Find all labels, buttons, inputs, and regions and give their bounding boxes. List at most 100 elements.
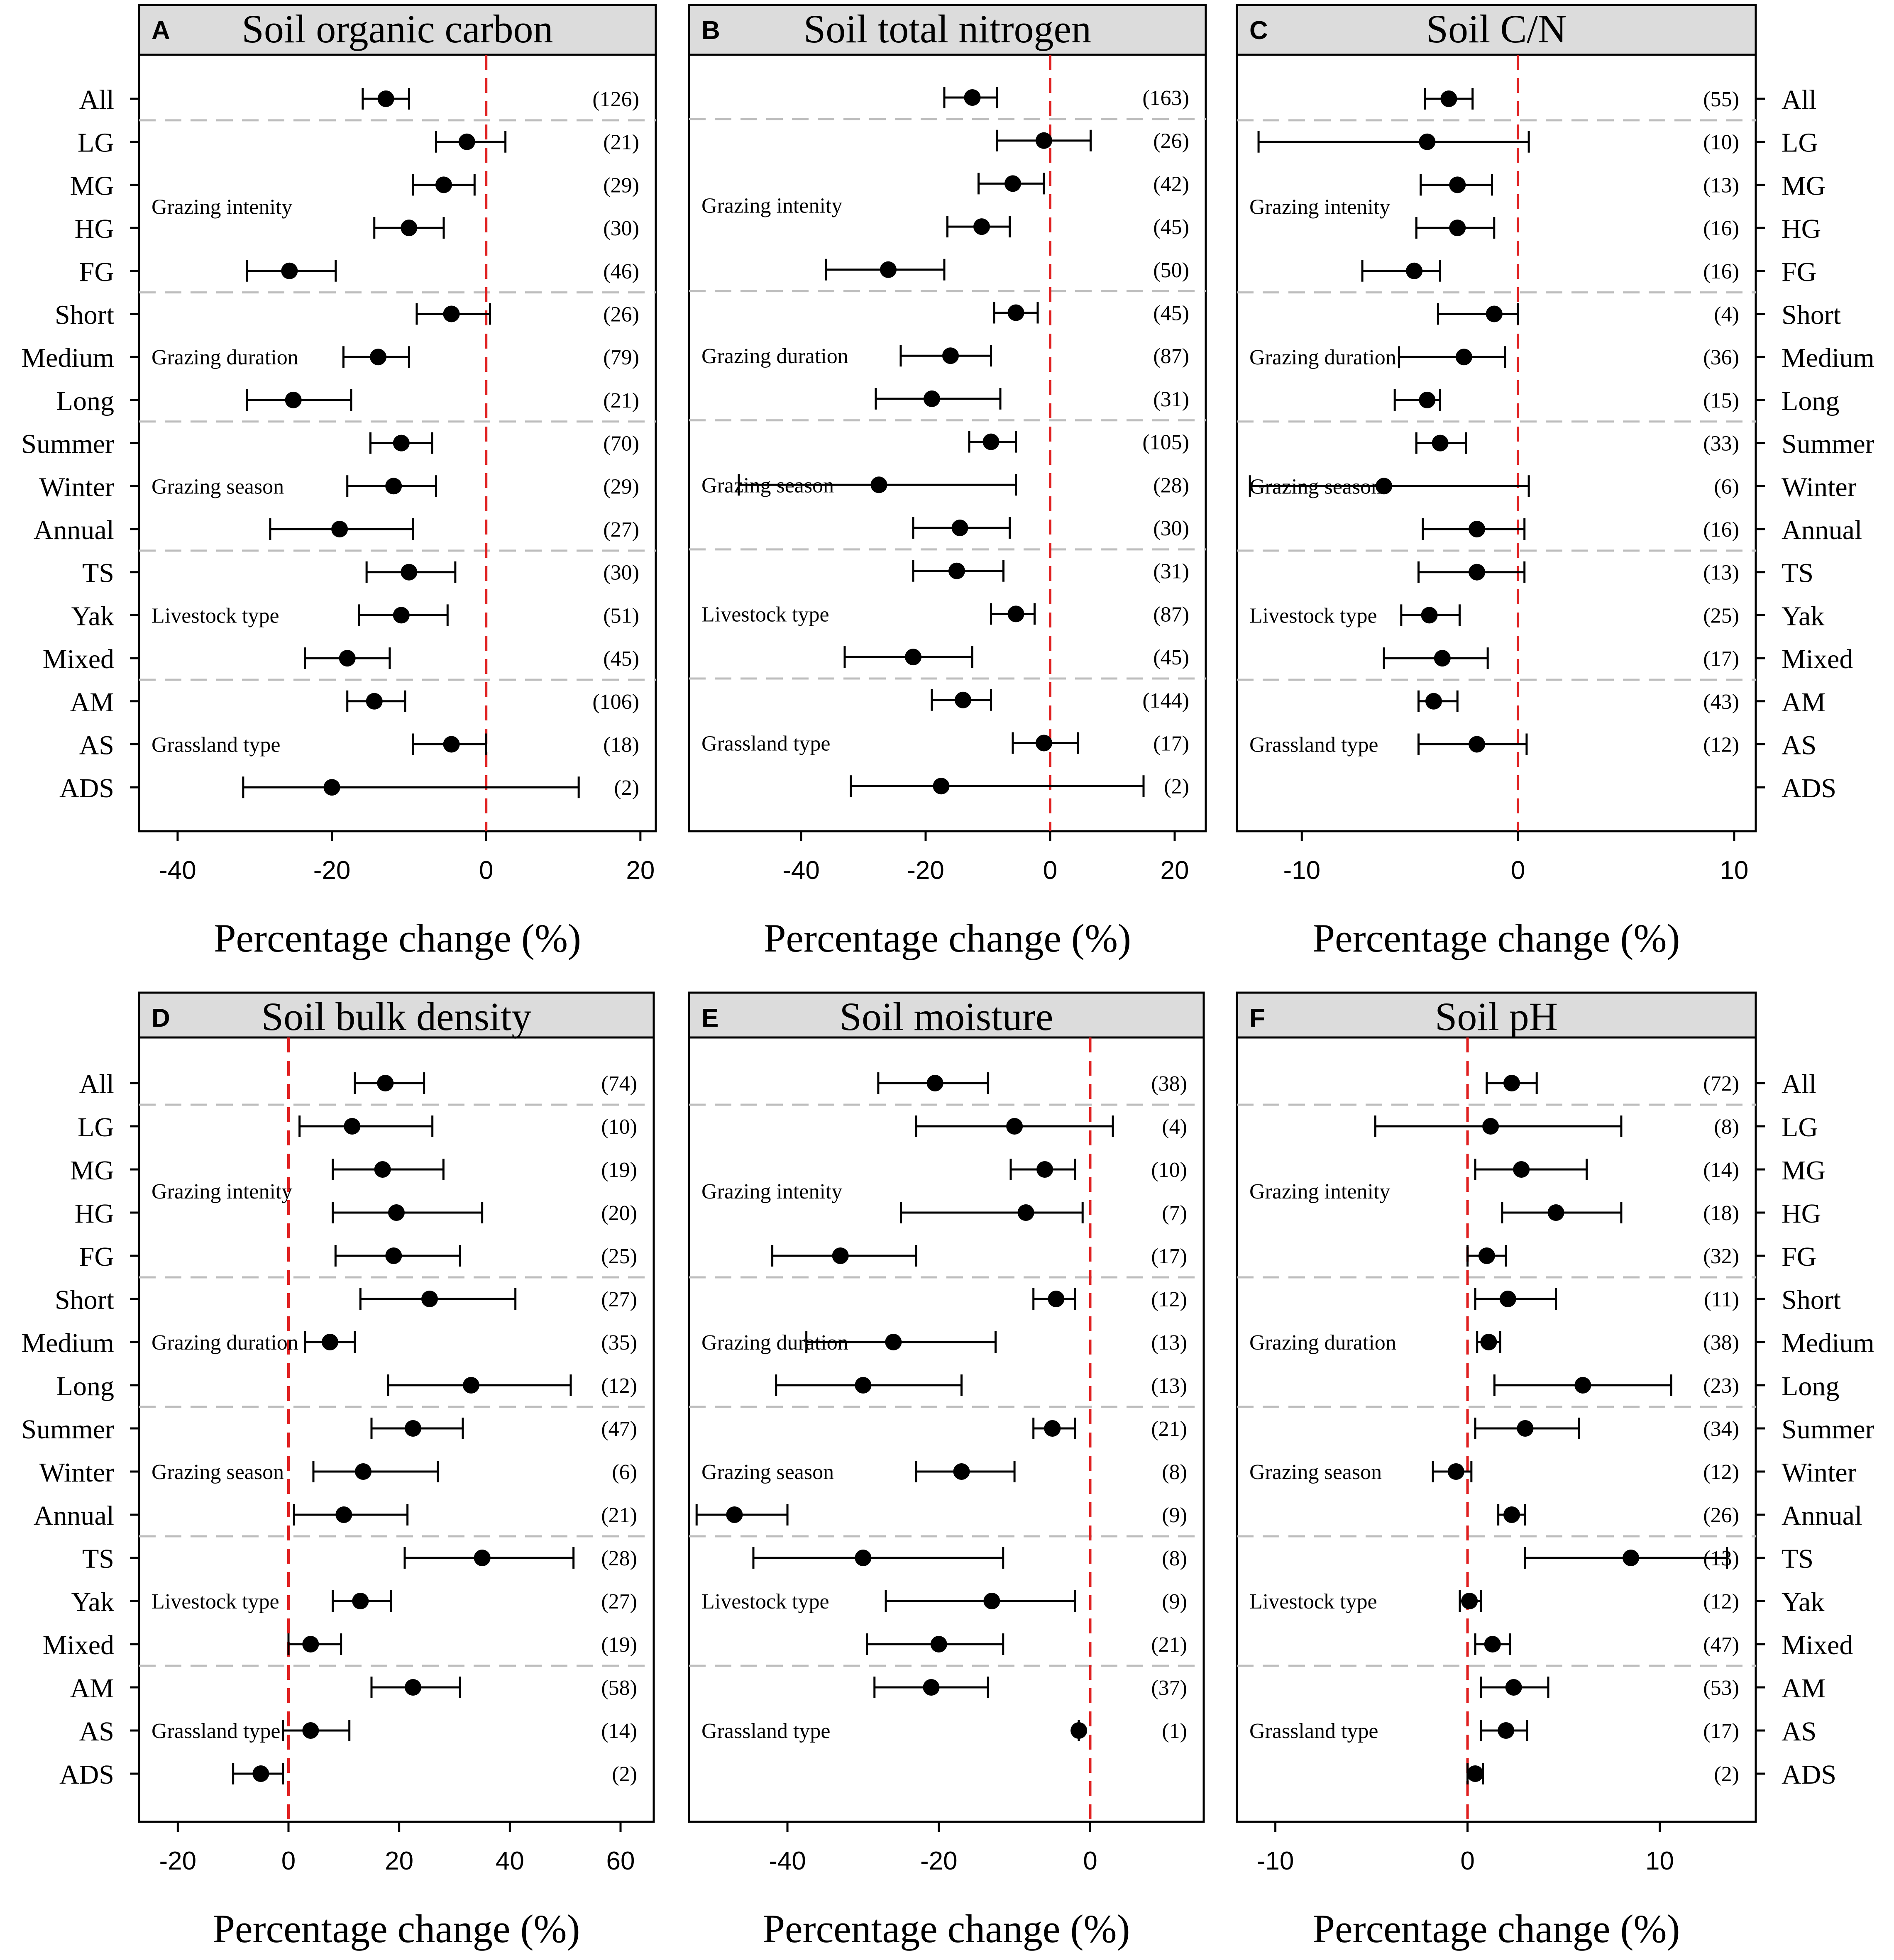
sample-size-label: (17) xyxy=(1151,1245,1187,1268)
row-label: TS xyxy=(1782,1544,1813,1574)
mean-point xyxy=(339,650,356,667)
row-label: HG xyxy=(1782,214,1821,244)
plot-frame xyxy=(1236,54,1757,832)
sample-size-label: (28) xyxy=(601,1547,637,1570)
sample-size-label: (87) xyxy=(1153,344,1189,368)
mean-point xyxy=(905,649,921,666)
group-label: Grazing season xyxy=(152,475,284,498)
sample-size-label: (19) xyxy=(601,1633,637,1657)
x-axis-label: Percentage change (%) xyxy=(763,1906,1130,1951)
x-tick-label: 0 xyxy=(1043,856,1057,885)
mean-point xyxy=(1425,693,1442,710)
sample-size-label: (31) xyxy=(1153,388,1189,411)
sample-size-label: (16) xyxy=(1703,518,1739,542)
sample-size-label: (16) xyxy=(1703,260,1739,283)
mean-point xyxy=(1447,1463,1464,1480)
panel-title: Soil total nitrogen xyxy=(804,7,1091,51)
mean-point xyxy=(370,349,387,366)
mean-point xyxy=(1499,1291,1516,1307)
mean-point xyxy=(302,1636,319,1652)
sample-size-label: (30) xyxy=(603,561,639,585)
mean-point xyxy=(1421,607,1438,624)
panel-letter: D xyxy=(152,1004,170,1032)
row-label: Long xyxy=(56,1371,114,1401)
group-label: Grazing intenity xyxy=(1249,1180,1390,1203)
sample-size-label: (31) xyxy=(1153,560,1189,583)
mean-point xyxy=(1486,305,1503,322)
mean-point xyxy=(1007,605,1024,622)
sample-size-label: (51) xyxy=(603,604,639,627)
row-label: AS xyxy=(1782,1716,1816,1747)
sample-size-label: (4) xyxy=(1162,1115,1187,1139)
row-label: Summer xyxy=(21,429,114,459)
sample-size-label: (2) xyxy=(614,776,639,800)
row-label: Winter xyxy=(39,472,114,502)
sample-size-label: (27) xyxy=(601,1288,637,1311)
mean-point xyxy=(880,261,897,278)
row-label: LG xyxy=(1782,128,1818,158)
x-tick-label: 60 xyxy=(606,1847,635,1875)
row-label: Medium xyxy=(21,343,114,373)
sample-size-label: (12) xyxy=(1703,1590,1739,1613)
sample-size-label: (29) xyxy=(603,475,639,498)
mean-point xyxy=(1469,521,1486,537)
panel-title: Soil bulk density xyxy=(261,994,532,1039)
sample-size-label: (2) xyxy=(612,1762,637,1786)
row-label: Short xyxy=(1782,300,1841,330)
mean-point xyxy=(352,1593,369,1609)
mean-point xyxy=(923,1679,940,1696)
sample-size-label: (72) xyxy=(1703,1072,1739,1096)
mean-point xyxy=(1036,1161,1053,1178)
sample-size-label: (37) xyxy=(1151,1676,1187,1700)
mean-point xyxy=(1478,1247,1495,1264)
row-label: AS xyxy=(79,1716,114,1747)
sample-size-label: (28) xyxy=(1153,474,1189,497)
row-label: AM xyxy=(1782,687,1826,718)
mean-point xyxy=(1503,1075,1520,1091)
group-label: Grassland type xyxy=(701,1719,830,1743)
row-label: Winter xyxy=(1782,472,1857,502)
row-label: AM xyxy=(70,1673,114,1704)
mean-point xyxy=(463,1377,479,1394)
mean-point xyxy=(1007,304,1024,321)
sample-size-label: (17) xyxy=(1153,732,1189,756)
sample-size-label: (30) xyxy=(1153,517,1189,540)
mean-point xyxy=(401,564,418,581)
row-label: AM xyxy=(70,687,114,718)
sample-size-label: (27) xyxy=(601,1590,637,1613)
row-label: LG xyxy=(1782,1112,1818,1142)
x-tick-label: 0 xyxy=(1083,1847,1097,1875)
sample-size-label: (6) xyxy=(612,1460,637,1484)
mean-point xyxy=(964,89,981,106)
sample-size-label: (15) xyxy=(1703,389,1739,413)
sample-size-label: (38) xyxy=(1151,1072,1187,1096)
mean-point xyxy=(1517,1420,1534,1437)
mean-point xyxy=(335,1506,352,1523)
sample-size-label: (70) xyxy=(603,432,639,456)
mean-point xyxy=(421,1291,438,1307)
row-label: ADS xyxy=(1782,1760,1836,1790)
mean-point xyxy=(1432,434,1449,452)
x-tick-label: -20 xyxy=(313,856,351,885)
mean-point xyxy=(983,1593,1000,1609)
panel-letter: B xyxy=(701,16,720,45)
row-label: Annual xyxy=(34,515,114,545)
row-label: All xyxy=(79,1069,114,1099)
mean-point xyxy=(1498,1722,1515,1739)
row-label: Yak xyxy=(1782,601,1824,631)
mean-point xyxy=(1017,1204,1034,1221)
row-label: Yak xyxy=(71,1587,114,1617)
panel-letter: A xyxy=(152,16,170,45)
sample-size-label: (18) xyxy=(603,733,639,757)
group-label: Livestock type xyxy=(1249,604,1377,627)
row-label: TS xyxy=(1782,558,1813,588)
row-label: MG xyxy=(1782,1155,1826,1186)
plot-frame xyxy=(138,1036,655,1823)
row-label: Summer xyxy=(21,1414,114,1445)
group-label: Livestock type xyxy=(701,1590,829,1613)
sample-size-label: (13) xyxy=(1151,1331,1187,1355)
sample-size-label: (9) xyxy=(1162,1504,1187,1527)
sample-size-label: (11) xyxy=(1704,1288,1739,1311)
x-axis-label: Percentage change (%) xyxy=(1313,1906,1680,1951)
